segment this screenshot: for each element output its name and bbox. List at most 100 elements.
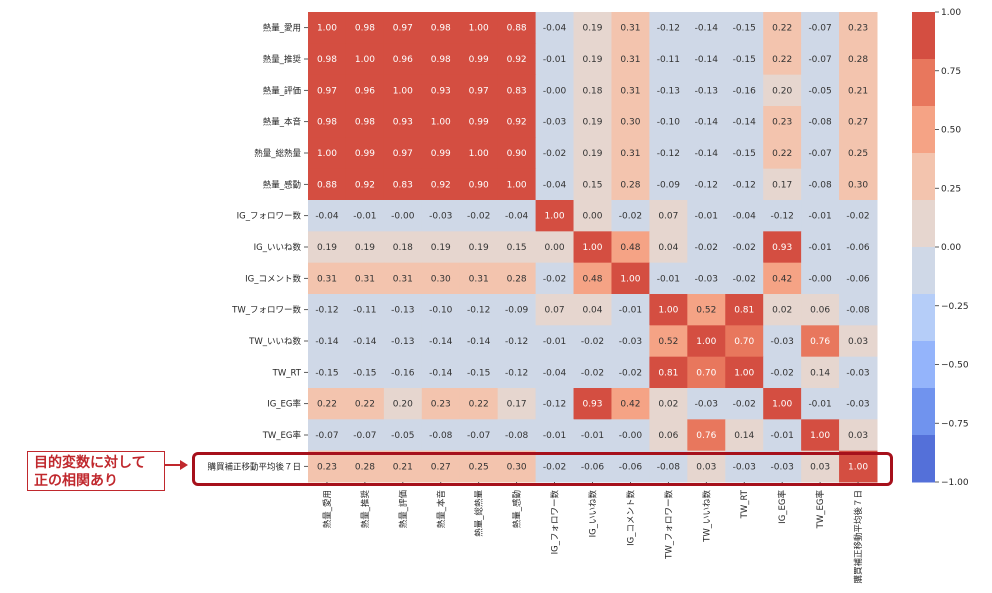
- cell-value-label: -0.04: [505, 212, 529, 222]
- heatmap-cell: [308, 43, 347, 76]
- colorbar-bin: [912, 247, 935, 295]
- cell-value-label: -0.04: [543, 368, 567, 378]
- x-tick-label: TW_フォロワー数: [663, 490, 674, 560]
- heatmap-cell: [535, 325, 575, 358]
- cell-value-label: -0.01: [543, 55, 566, 65]
- heatmap-cell: [535, 137, 575, 170]
- cell-value-label: 1.00: [810, 431, 830, 441]
- heatmap-cell: [421, 325, 461, 358]
- heatmap-cell: [611, 43, 650, 76]
- cell-value-label: 0.31: [620, 149, 640, 159]
- cell-value-label: 0.03: [810, 462, 830, 472]
- heatmap-cell: [383, 231, 423, 264]
- heatmap-cell: [839, 388, 878, 420]
- cell-value-label: 0.96: [355, 86, 375, 96]
- cell-value-label: 0.76: [696, 431, 716, 441]
- heatmap-cell: [308, 450, 347, 483]
- cell-value-label: -0.02: [543, 462, 566, 472]
- cell-value-label: 0.18: [393, 243, 413, 253]
- heatmap-cell: [725, 168, 764, 201]
- heatmap-cell: [839, 200, 878, 232]
- heatmap-cell: [459, 419, 499, 452]
- heatmap-cell: [801, 262, 840, 295]
- heatmap-cell: [573, 262, 612, 295]
- heatmap-cell: [535, 294, 575, 326]
- cell-value-label: 0.92: [355, 180, 375, 190]
- heatmap-cell: [611, 294, 650, 326]
- cell-value-label: 0.83: [393, 180, 413, 190]
- heatmap-cell: [573, 231, 612, 264]
- heatmap-cell: [763, 137, 802, 170]
- heatmap-cell: [535, 262, 575, 295]
- cell-value-label: -0.14: [353, 337, 377, 347]
- cell-value-label: 0.19: [317, 243, 337, 253]
- cell-value-label: -0.14: [429, 337, 453, 347]
- heatmap-cell: [839, 168, 878, 201]
- heatmap-cell: [535, 74, 575, 107]
- cell-value-label: 1.00: [582, 243, 602, 253]
- y-tick-label: TW_EG率: [262, 430, 302, 441]
- cell-value-label: 1.00: [355, 55, 375, 65]
- cell-value-label: 0.99: [431, 149, 451, 159]
- colorbar-bin: [912, 153, 935, 201]
- cell-value-label: 0.27: [431, 462, 451, 472]
- y-tick-label: 熱量_愛用: [263, 23, 301, 34]
- colorbar-tick-label: 0.75: [941, 67, 961, 77]
- heatmap-cell: [687, 106, 726, 138]
- cell-value-label: -0.01: [771, 431, 794, 441]
- cell-value-label: -0.07: [467, 431, 490, 441]
- heatmap-cell: [421, 43, 461, 76]
- heatmap-cell: [383, 450, 423, 483]
- heatmap-cell: [308, 106, 347, 138]
- heatmap-cell: [421, 294, 461, 326]
- heatmap-cell: [459, 325, 499, 358]
- heatmap-cell: [497, 137, 537, 170]
- heatmap-cell: [535, 106, 575, 138]
- y-tick-label: 熱量_感動: [263, 179, 301, 190]
- cell-value-label: -0.01: [353, 212, 376, 222]
- x-tick-label: 熱量_愛用: [322, 490, 333, 528]
- x-tick-label: TW_RT: [740, 489, 750, 519]
- cell-value-label: -0.12: [543, 400, 566, 410]
- heatmap-cell: [345, 137, 385, 170]
- cell-value-label: -0.02: [581, 368, 604, 378]
- heatmap-cell: [611, 12, 650, 44]
- heatmap-cell: [611, 200, 650, 232]
- cell-value-label: -0.07: [315, 431, 338, 441]
- heatmap-cell: [383, 262, 423, 295]
- heatmap-cell: [725, 450, 764, 483]
- heatmap-cell: [308, 200, 347, 232]
- cell-value-label: 1.00: [507, 180, 527, 190]
- heatmap-cell: [383, 137, 423, 170]
- heatmap-cell: [725, 231, 764, 264]
- cell-value-label: 0.20: [772, 86, 792, 96]
- cell-value-label: -0.12: [505, 368, 528, 378]
- cell-value-label: -0.16: [391, 368, 415, 378]
- cell-value-label: 0.96: [393, 55, 413, 65]
- heatmap-cell: [611, 356, 650, 389]
- cell-value-label: 0.25: [469, 462, 489, 472]
- heatmap-cell: [497, 294, 537, 326]
- cell-value-label: 0.98: [355, 118, 375, 128]
- heatmap-cell: [383, 74, 423, 107]
- cell-value-label: 0.92: [507, 118, 527, 128]
- heatmap-cell: [611, 388, 650, 420]
- x-axis-labels: 熱量_愛用 熱量_推奨 熱量_評価 熱量_本音 熱量_総熱量 熱量_感動 IG_フォロワー数…: [322, 482, 864, 584]
- heatmap-cell: [725, 137, 764, 170]
- cell-value-label: 0.98: [355, 24, 375, 34]
- colorbar-tick-label: −1.00: [941, 478, 969, 488]
- y-tick-label: IG_EG率: [267, 399, 301, 410]
- heatmap-cell: [839, 231, 878, 264]
- heatmap-cell: [345, 325, 385, 358]
- cell-value-label: -0.03: [543, 118, 566, 128]
- heatmap-cell: [383, 12, 423, 44]
- colorbar-bin: [912, 341, 935, 389]
- heatmap-cell: [421, 419, 461, 452]
- heatmap-cell: [308, 168, 347, 201]
- heatmap-cell: [725, 106, 764, 138]
- heatmap-cell: [687, 388, 726, 420]
- heatmap-cell: [649, 137, 688, 170]
- x-tick-label: 熱量_推奨: [360, 490, 371, 529]
- cell-value-label: 0.03: [848, 337, 868, 347]
- heatmap-cell: [535, 388, 575, 420]
